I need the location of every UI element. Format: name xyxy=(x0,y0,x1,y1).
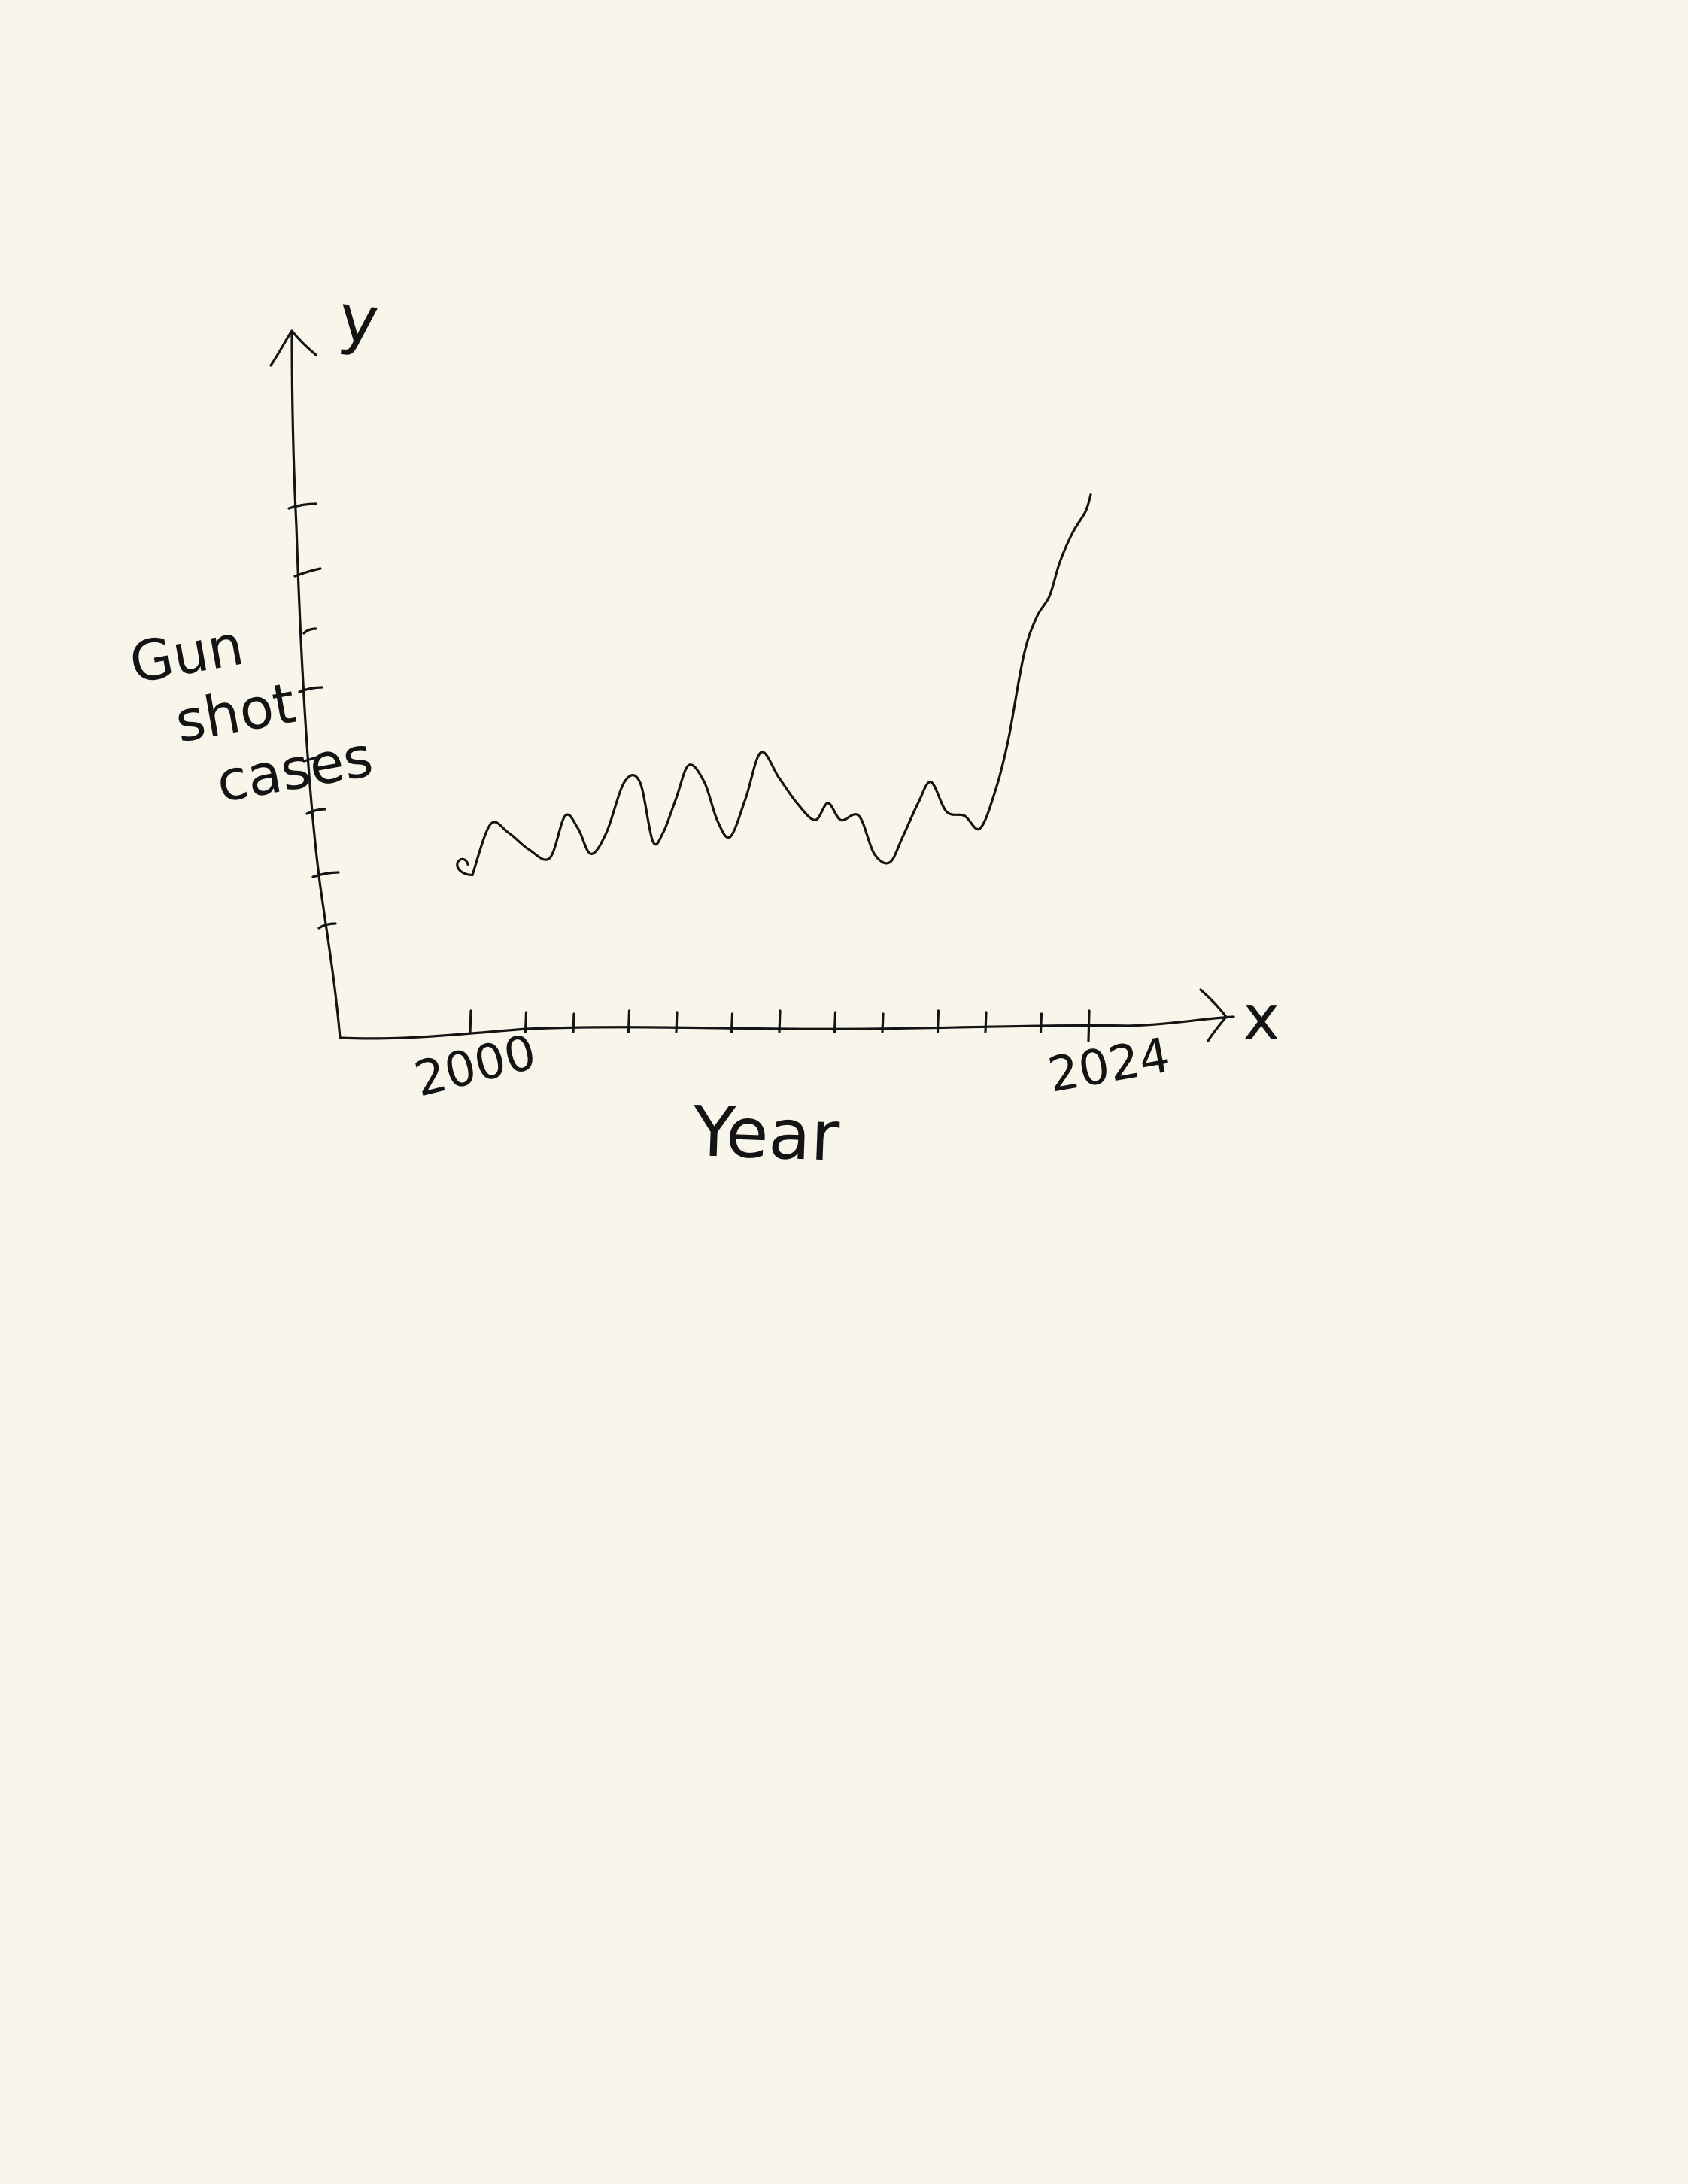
x-tick-mark xyxy=(469,1009,472,1033)
x-tick-label-last: 2024 xyxy=(1044,1028,1174,1104)
x-tick-mark xyxy=(881,1012,885,1033)
chart-axes xyxy=(269,329,1235,1042)
y-tick-mark xyxy=(305,808,326,815)
x-tick-mark xyxy=(627,1009,631,1033)
x-tick-mark xyxy=(1087,1009,1091,1042)
y-axis-letter: y xyxy=(335,278,383,359)
x-tick-mark xyxy=(778,1009,782,1033)
x-tick-marks xyxy=(469,1009,1091,1042)
y-tick-mark xyxy=(311,871,340,878)
y-axis-line xyxy=(290,329,342,1039)
x-axis-line xyxy=(339,1015,1235,1040)
y-tick-mark xyxy=(317,922,337,930)
y-tick-mark xyxy=(293,567,322,578)
x-tick-mark xyxy=(1039,1012,1043,1033)
x-tick-mark xyxy=(572,1012,575,1033)
x-tick-mark xyxy=(984,1011,988,1033)
y-axis-title: Gunshotcases xyxy=(125,594,378,827)
x-axis-letter: x xyxy=(1243,981,1280,1054)
y-tick-mark xyxy=(302,752,332,763)
chart-labels: y x Year 2000 2024 Gunshotcases xyxy=(125,278,1280,1176)
y-tick-marks xyxy=(287,502,340,930)
x-axis-arrowhead xyxy=(1199,988,1228,1042)
y-tick-mark xyxy=(302,627,317,635)
x-tick-mark xyxy=(675,1011,679,1033)
y-tick-mark xyxy=(287,502,317,510)
x-tick-mark xyxy=(936,1009,940,1033)
x-tick-mark xyxy=(524,1011,528,1033)
x-tick-mark xyxy=(833,1011,837,1033)
x-axis-title: Year xyxy=(691,1091,841,1177)
series-line xyxy=(471,493,1092,876)
series-start-hook xyxy=(456,857,474,877)
y-axis-arrowhead xyxy=(269,329,317,367)
y-tick-mark xyxy=(298,686,323,693)
x-tick-mark xyxy=(730,1012,734,1033)
